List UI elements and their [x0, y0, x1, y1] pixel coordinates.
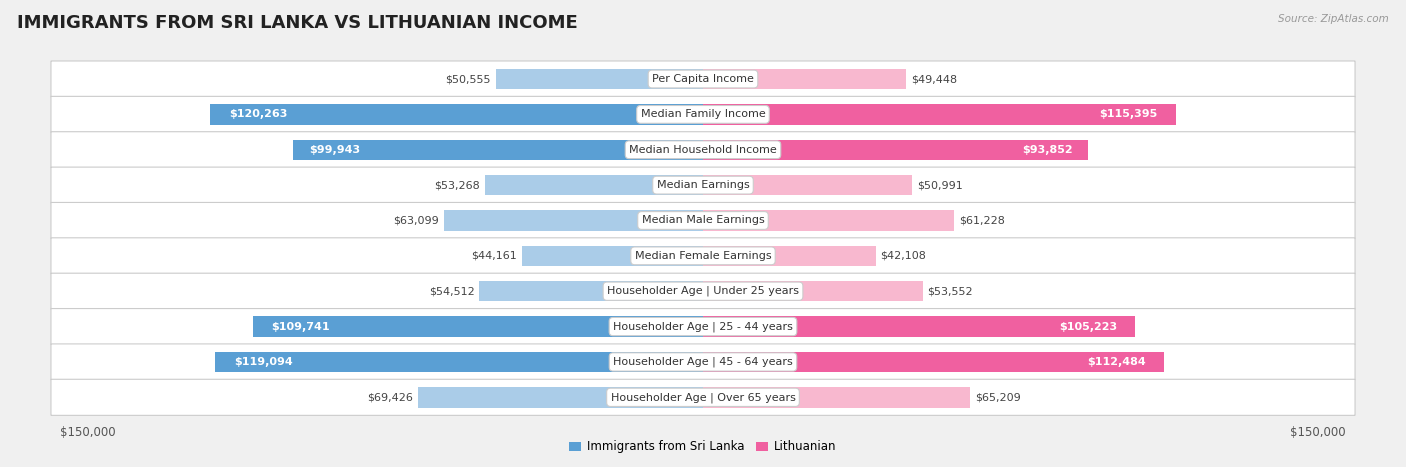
Bar [253, 316, 703, 337]
Bar [703, 175, 912, 195]
Bar [522, 246, 703, 266]
Text: Householder Age | Over 65 years: Householder Age | Over 65 years [610, 392, 796, 403]
Text: $63,099: $63,099 [394, 215, 439, 226]
Text: $42,108: $42,108 [880, 251, 927, 261]
FancyBboxPatch shape [51, 238, 1355, 274]
Bar [209, 104, 703, 125]
Bar [703, 104, 1177, 125]
Text: $112,484: $112,484 [1087, 357, 1146, 367]
Text: Median Family Income: Median Family Income [641, 109, 765, 120]
Bar [703, 69, 905, 89]
Text: Householder Age | 25 - 44 years: Householder Age | 25 - 44 years [613, 321, 793, 332]
Text: $119,094: $119,094 [235, 357, 292, 367]
Text: $53,552: $53,552 [928, 286, 973, 296]
Text: IMMIGRANTS FROM SRI LANKA VS LITHUANIAN INCOME: IMMIGRANTS FROM SRI LANKA VS LITHUANIAN … [17, 14, 578, 32]
Text: $49,448: $49,448 [911, 74, 957, 84]
Text: $105,223: $105,223 [1059, 322, 1118, 332]
Bar [479, 281, 703, 302]
Text: $53,268: $53,268 [434, 180, 479, 190]
Text: Source: ZipAtlas.com: Source: ZipAtlas.com [1278, 14, 1389, 24]
FancyBboxPatch shape [51, 344, 1355, 380]
Bar [292, 140, 703, 160]
Bar [444, 210, 703, 231]
Bar [703, 387, 970, 408]
Bar [496, 69, 703, 89]
Bar [215, 352, 703, 372]
FancyBboxPatch shape [51, 96, 1355, 133]
Text: Median Female Earnings: Median Female Earnings [634, 251, 772, 261]
Text: $109,741: $109,741 [271, 322, 329, 332]
Text: $69,426: $69,426 [367, 392, 413, 402]
Bar [703, 246, 876, 266]
Text: $61,228: $61,228 [959, 215, 1005, 226]
Text: Median Earnings: Median Earnings [657, 180, 749, 190]
FancyBboxPatch shape [51, 167, 1355, 203]
Text: Per Capita Income: Per Capita Income [652, 74, 754, 84]
Text: Householder Age | Under 25 years: Householder Age | Under 25 years [607, 286, 799, 297]
Text: Median Male Earnings: Median Male Earnings [641, 215, 765, 226]
FancyBboxPatch shape [51, 379, 1355, 415]
FancyBboxPatch shape [51, 132, 1355, 168]
Bar [703, 352, 1164, 372]
Bar [703, 140, 1088, 160]
Text: Median Household Income: Median Household Income [628, 145, 778, 155]
FancyBboxPatch shape [51, 61, 1355, 97]
Text: Householder Age | 45 - 64 years: Householder Age | 45 - 64 years [613, 357, 793, 367]
Text: $99,943: $99,943 [309, 145, 361, 155]
Text: $50,555: $50,555 [446, 74, 491, 84]
FancyBboxPatch shape [51, 203, 1355, 239]
Bar [485, 175, 703, 195]
FancyBboxPatch shape [51, 309, 1355, 345]
Text: $54,512: $54,512 [429, 286, 475, 296]
Text: $65,209: $65,209 [976, 392, 1021, 402]
Bar [419, 387, 703, 408]
Bar [703, 281, 922, 302]
Bar [703, 210, 955, 231]
Bar [703, 316, 1135, 337]
Text: $44,161: $44,161 [471, 251, 517, 261]
Legend: Immigrants from Sri Lanka, Lithuanian: Immigrants from Sri Lanka, Lithuanian [565, 436, 841, 458]
Text: $93,852: $93,852 [1022, 145, 1073, 155]
Text: $115,395: $115,395 [1099, 109, 1157, 120]
FancyBboxPatch shape [51, 273, 1355, 309]
Text: $120,263: $120,263 [229, 109, 288, 120]
Text: $50,991: $50,991 [917, 180, 963, 190]
